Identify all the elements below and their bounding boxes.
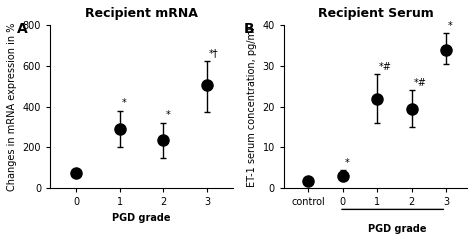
Text: *: * [122,98,127,108]
X-axis label: PGD grade: PGD grade [112,213,171,223]
Text: PGD grade: PGD grade [368,224,427,234]
Text: *†: *† [209,48,219,58]
Title: Recipient mRNA: Recipient mRNA [85,7,198,20]
Text: *#: *# [413,78,427,88]
Text: *#: *# [379,62,392,72]
Text: A: A [17,22,28,36]
Y-axis label: ET-1 serum concentration, pg/ml: ET-1 serum concentration, pg/ml [247,27,257,187]
Text: B: B [244,22,255,36]
Text: *: * [448,21,453,31]
Text: *: * [165,110,170,120]
Y-axis label: Changes in mRNA expression in %: Changes in mRNA expression in % [7,22,17,191]
Text: *: * [345,158,349,168]
Title: Recipient Serum: Recipient Serum [318,7,433,20]
